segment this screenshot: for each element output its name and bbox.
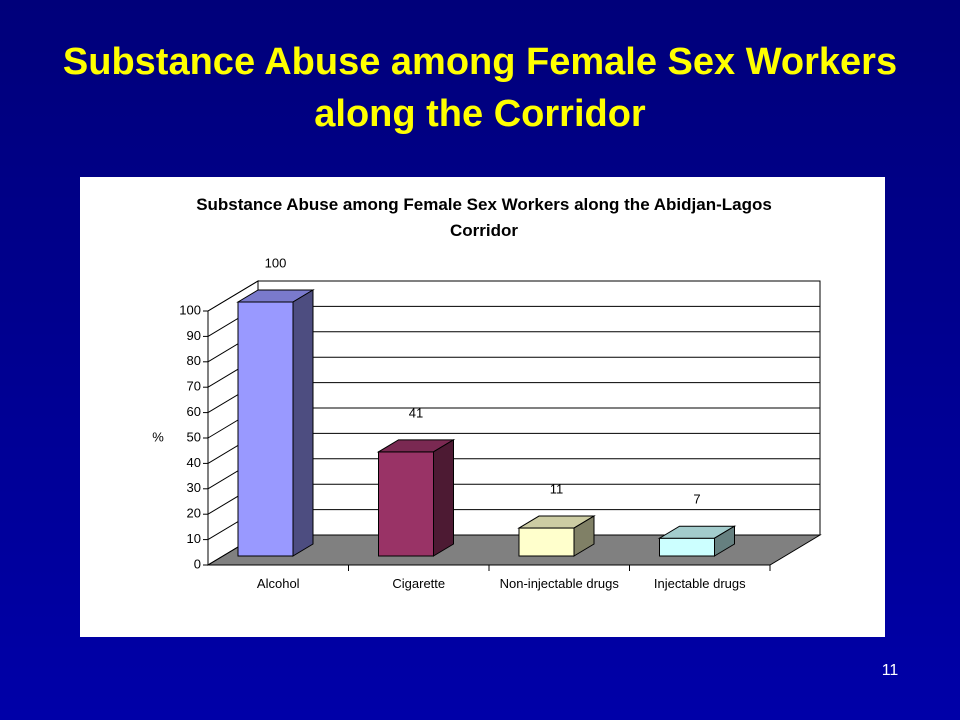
bar-side (573, 515, 595, 557)
bar (659, 537, 715, 557)
grid-line (207, 280, 820, 312)
y-tick-label: 30 (187, 480, 201, 495)
y-tick-label: 90 (187, 328, 201, 343)
y-tick-label: 50 (187, 429, 201, 444)
value-label: 41 (409, 405, 423, 420)
y-tick-label: 20 (187, 506, 201, 521)
x-tick-label: Injectable drugs (653, 576, 746, 591)
x-tick-label: Alcohol (256, 576, 300, 591)
y-tick-label: 100 (179, 302, 201, 317)
y-tick-label: 0 (194, 556, 201, 571)
y-tick-label: 70 (187, 379, 201, 394)
chart-title: Substance Abuse among Female Sex Workers… (196, 195, 772, 240)
bar (518, 527, 575, 557)
x-tick-label: Cigarette (392, 576, 446, 591)
x-tick-label: Non-injectable drugs (499, 576, 619, 591)
bar-side (714, 525, 735, 557)
value-label: 100 (265, 255, 287, 270)
y-tick-label: 60 (187, 404, 201, 419)
chart: 0 10 20 30 40 50 60 70 80 90 100% 100 41 11 7 (152, 255, 822, 571)
y-tick-label: 40 (187, 455, 201, 470)
y-axis-label: % (152, 429, 164, 444)
value-label: 7 (693, 492, 700, 507)
bar (378, 451, 434, 557)
value-label: 11 (550, 481, 564, 496)
bar-side (433, 438, 454, 557)
y-tick-label: 80 (187, 353, 201, 368)
bar-side (292, 289, 314, 557)
slide-number: 11 (881, 662, 899, 679)
y-tick-label: 10 (187, 531, 201, 546)
slide-title: Substance Abuse among Female Sex Workers… (62, 41, 898, 135)
chart-panel: 0 10 20 30 40 50 60 70 80 90 100% 100 41 11 7 Substanc… (80, 177, 885, 637)
bar (237, 301, 294, 557)
